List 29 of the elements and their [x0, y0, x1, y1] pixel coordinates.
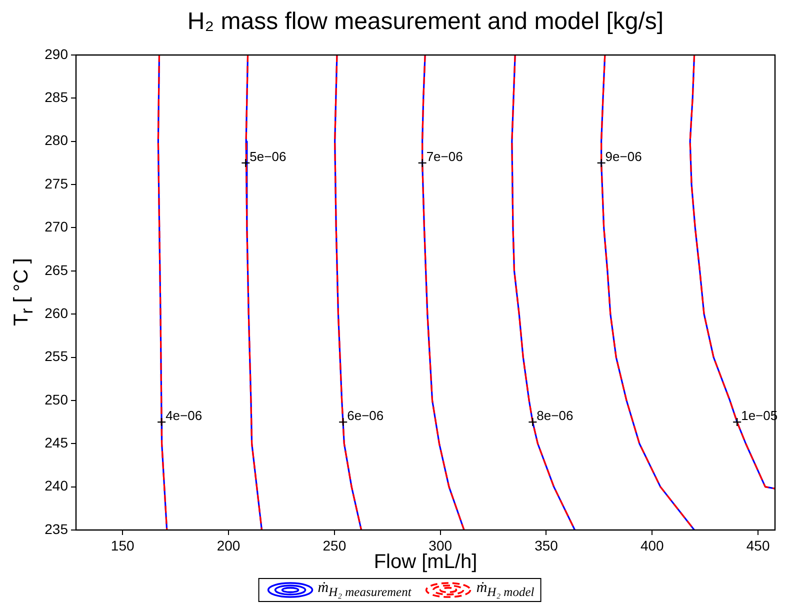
legend-label: ṁ$_{H₂ model}$ — [476, 580, 534, 600]
annotation: 9e−06 — [605, 149, 642, 164]
x-tick-label: 450 — [746, 537, 770, 554]
y-tick-label: 280 — [44, 132, 68, 148]
x-tick-label: 250 — [322, 537, 346, 554]
annotation: 4e−06 — [166, 408, 202, 424]
y-tick-label: 240 — [44, 478, 68, 494]
x-tick-label: 150 — [110, 537, 134, 554]
y-tick-label: 260 — [44, 304, 68, 321]
legend-label: ṁ$_{H₂ measurement}$ — [318, 580, 412, 600]
chart-title: H₂ mass flow measurement and model [kg/s] — [186, 8, 665, 36]
x-tick-label: 400 — [640, 537, 664, 554]
x-axis-title: Flow [mL/h] — [374, 551, 478, 573]
annotation: 6e−06 — [347, 408, 384, 424]
x-tick-label: 350 — [534, 537, 558, 554]
annotation: 7e−06 — [426, 149, 463, 164]
y-tick-label: 255 — [44, 348, 68, 364]
y-tick-label: 235 — [44, 520, 68, 537]
y-tick-label: 245 — [44, 434, 68, 450]
y-tick-label: 275 — [44, 175, 68, 192]
x-tick-label: 300 — [428, 537, 452, 554]
y-tick-label: 285 — [44, 89, 68, 106]
y-tick-label: 270 — [44, 218, 68, 235]
x-tick-label: 200 — [216, 537, 240, 554]
annotation: 5e−06 — [250, 149, 286, 164]
y-tick-label: 265 — [44, 262, 68, 278]
annotation: 8e−06 — [536, 408, 574, 424]
y-tick-label: 250 — [44, 391, 68, 408]
y-tick-label: 290 — [44, 46, 68, 62]
